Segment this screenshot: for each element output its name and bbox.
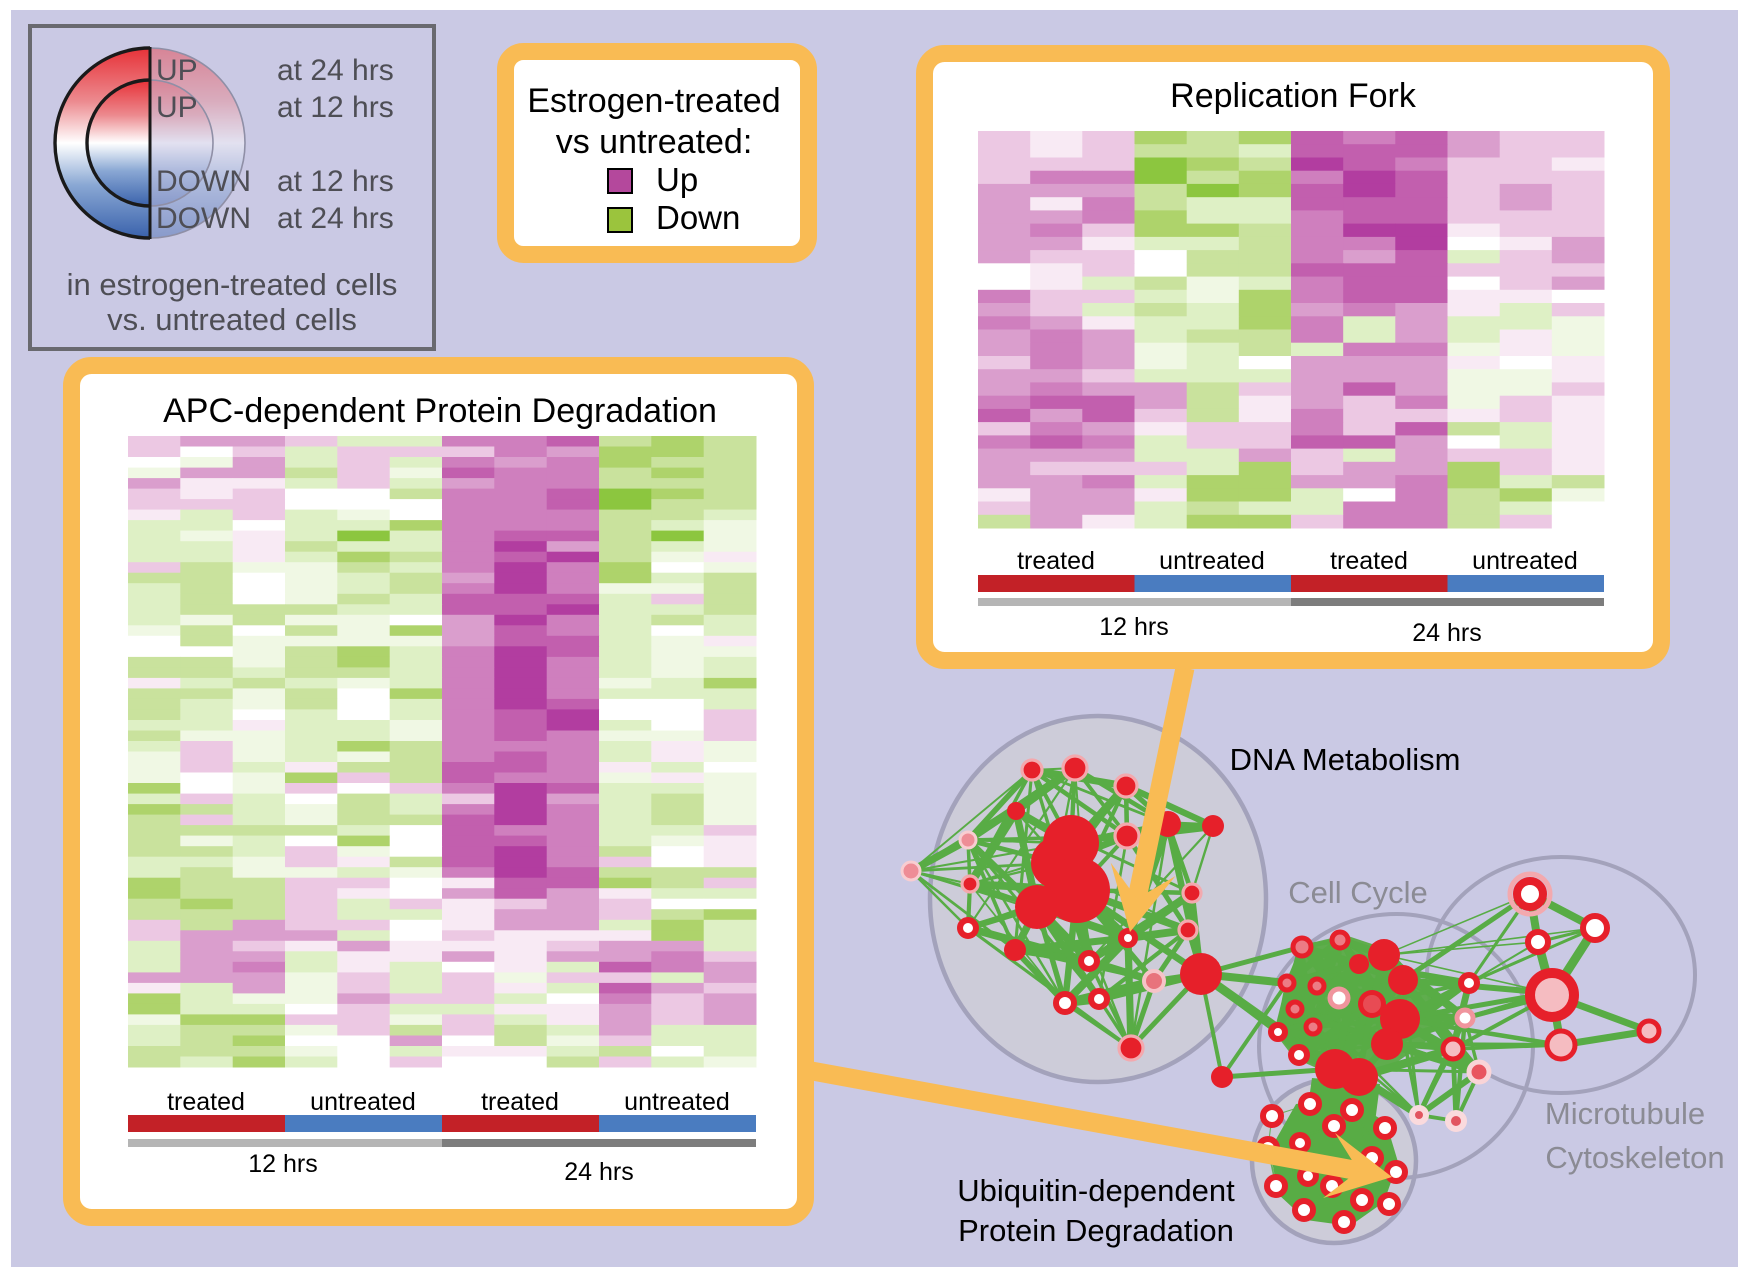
svg-text:DNA Metabolism: DNA Metabolism [1230, 742, 1461, 777]
svg-text:Microtubule: Microtubule [1545, 1096, 1705, 1131]
svg-text:DOWN: DOWN [156, 202, 251, 235]
svg-text:12 hrs: 12 hrs [1099, 613, 1168, 641]
svg-text:vs. untreated cells: vs. untreated cells [107, 302, 357, 337]
svg-text:at 24 hrs: at 24 hrs [277, 54, 394, 87]
svg-text:24 hrs: 24 hrs [564, 1158, 633, 1186]
svg-text:untreated: untreated [1472, 547, 1578, 575]
svg-text:in estrogen-treated cells: in estrogen-treated cells [67, 267, 398, 302]
svg-text:treated: treated [1330, 547, 1408, 575]
svg-text:vs untreated:: vs untreated: [556, 123, 753, 161]
svg-text:treated: treated [1017, 547, 1095, 575]
svg-text:Cell Cycle: Cell Cycle [1288, 875, 1428, 910]
svg-text:Protein Degradation: Protein Degradation [958, 1213, 1234, 1248]
svg-text:untreated: untreated [1159, 547, 1265, 575]
svg-text:Down: Down [656, 199, 740, 236]
svg-text:untreated: untreated [624, 1088, 730, 1116]
svg-text:Replication Fork: Replication Fork [1170, 77, 1417, 115]
svg-text:at 12 hrs: at 12 hrs [277, 165, 394, 198]
svg-text:at 24 hrs: at 24 hrs [277, 202, 394, 235]
svg-text:Cytoskeleton: Cytoskeleton [1545, 1140, 1724, 1175]
svg-text:DOWN: DOWN [156, 165, 251, 198]
svg-text:Ubiquitin-dependent: Ubiquitin-dependent [957, 1173, 1235, 1208]
svg-text:treated: treated [481, 1088, 559, 1116]
svg-text:Up: Up [656, 161, 698, 198]
svg-text:24 hrs: 24 hrs [1412, 619, 1481, 647]
svg-text:at 12 hrs: at 12 hrs [277, 91, 394, 124]
svg-text:UP: UP [156, 54, 198, 87]
svg-text:Estrogen-treated: Estrogen-treated [527, 82, 780, 120]
svg-text:UP: UP [156, 91, 198, 124]
svg-text:APC-dependent Protein Degradat: APC-dependent Protein Degradation [163, 392, 717, 430]
svg-text:untreated: untreated [310, 1088, 416, 1116]
svg-text:treated: treated [167, 1088, 245, 1116]
svg-text:12 hrs: 12 hrs [248, 1150, 317, 1178]
